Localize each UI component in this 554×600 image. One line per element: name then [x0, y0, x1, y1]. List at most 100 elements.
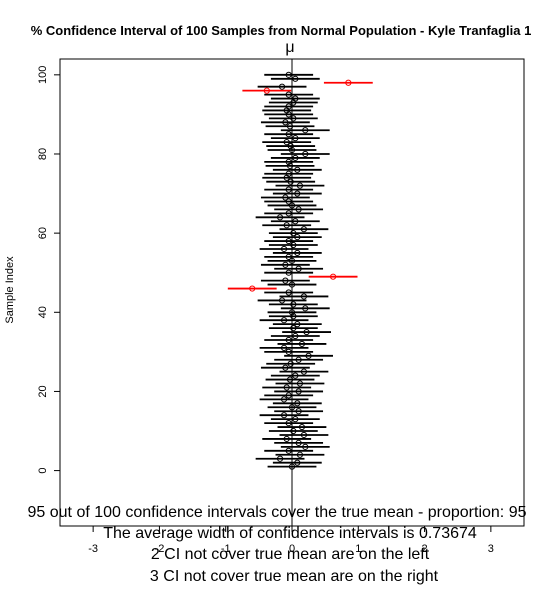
sample-mean-point-13: [292, 416, 299, 423]
sample-mean-point-20: [295, 388, 302, 395]
sample-mean-point-86: [302, 127, 309, 134]
sample-mean-point-18: [280, 396, 288, 403]
summary-line-2: The average width of confidence interval…: [103, 525, 477, 542]
sample-mean-point-39: [290, 313, 297, 320]
sample-mean-point-70: [294, 190, 301, 197]
sample-mean-point-54: [285, 253, 292, 260]
sample-mean-point-67: [288, 202, 296, 209]
y-axis: 0 20 40 60 80 100: [37, 66, 61, 474]
sample-mean-point-6: [302, 443, 309, 450]
sample-mean-point-96: [263, 87, 270, 94]
sample-mean-point-11: [298, 423, 306, 431]
sample-mean-point-12: [285, 420, 292, 427]
sample-mean-point-81: [288, 146, 296, 154]
sample-mean-point-58: [285, 237, 292, 245]
sample-mean-point-75: [285, 170, 292, 177]
x-tick-label--2: -2: [155, 543, 165, 555]
sample-mean-point-55: [294, 249, 301, 257]
sample-mean-point-87: [286, 123, 294, 130]
x-tick-label-2: 2: [422, 543, 428, 555]
sample-mean-point-72: [296, 182, 304, 189]
sample-mean-point-71: [285, 186, 292, 193]
summary-line-3: 2 CI not cover true mean are on the left: [151, 546, 430, 563]
sample-mean-point-97: [278, 83, 286, 90]
sample-mean-point-46: [249, 285, 256, 292]
sample-mean-point-57: [290, 241, 297, 249]
sample-mean-point-31: [280, 344, 288, 352]
sample-mean-point-19: [285, 392, 292, 399]
interval-marks: [227, 59, 373, 526]
sample-mean-point-3: [276, 455, 284, 462]
sample-mean-point-53: [288, 257, 296, 264]
sample-mean-point-83: [283, 139, 290, 146]
sample-mean-point-25: [300, 368, 308, 375]
sample-mean-point-17: [294, 400, 301, 407]
x-tick-label--1: -1: [221, 543, 231, 555]
sample-mean-point-26: [282, 364, 289, 371]
sample-mean-point-45: [285, 289, 292, 296]
sample-mean-point-48: [282, 277, 289, 284]
sample-mean-point-50: [285, 269, 292, 276]
sample-mean-point-42: [290, 301, 297, 308]
y-axis-label: Sample Index: [4, 256, 16, 324]
sample-mean-point-10: [290, 427, 297, 435]
sample-mean-point-24: [292, 372, 299, 379]
sample-mean-point-5: [285, 447, 292, 454]
sample-mean-point-27: [287, 360, 294, 367]
sample-mean-point-32: [298, 340, 306, 348]
sample-mean-point-61: [300, 226, 308, 233]
sample-mean-point-62: [283, 222, 290, 229]
sample-mean-point-89: [290, 115, 297, 122]
sample-mean-point-29: [305, 352, 312, 359]
sample-mean-point-33: [285, 336, 292, 344]
x-tick-label-1: 1: [355, 543, 361, 555]
sample-mean-point-63: [292, 218, 299, 225]
sample-mean-point-2: [294, 459, 301, 466]
sample-mean-point-8: [283, 435, 290, 443]
sample-mean-point-64: [276, 214, 284, 221]
sample-mean-point-47: [288, 281, 296, 288]
sample-mean-point-34: [292, 332, 299, 340]
mu-label: μ: [285, 39, 294, 56]
sample-mean-point-65: [285, 210, 292, 217]
sample-mean-point-85: [285, 131, 292, 138]
sample-mean-point-69: [282, 194, 289, 201]
sample-mean-point-38: [280, 317, 288, 324]
sample-mean-point-66: [295, 206, 302, 213]
x-tick-label-3: 3: [488, 543, 494, 555]
sample-mean-point-23: [286, 376, 294, 383]
sample-mean-point-1: [288, 463, 296, 470]
sample-mean-point-82: [287, 142, 294, 150]
sample-mean-point-76: [294, 166, 301, 173]
sample-mean-point-16: [288, 404, 296, 411]
sample-mean-point-30: [285, 348, 292, 355]
sample-mean-point-68: [285, 198, 292, 205]
sample-mean-point-7: [295, 439, 302, 446]
sample-mean-point-22: [296, 380, 304, 387]
sample-mean-point-84: [292, 135, 299, 142]
sample-mean-point-79: [292, 154, 299, 162]
sample-mean-point-43: [278, 297, 286, 304]
x-axis: -3 -2 -1 0 1 2 3: [88, 526, 494, 555]
sample-mean-point-36: [290, 325, 297, 332]
sample-mean-point-99: [292, 75, 299, 82]
sample-mean-point-59: [294, 233, 301, 241]
y-tick-label-60: 60: [37, 227, 49, 239]
sample-mean-point-77: [286, 162, 294, 169]
sample-mean-point-21: [283, 384, 290, 391]
sample-mean-point-4: [296, 451, 304, 458]
sample-mean-point-28: [295, 356, 302, 363]
y-tick-label-0: 0: [37, 468, 49, 474]
sample-mean-point-41: [302, 305, 309, 312]
sample-mean-point-35: [303, 328, 310, 336]
sample-mean-point-15: [295, 408, 302, 415]
sample-mean-point-88: [282, 119, 289, 126]
sample-mean-point-78: [285, 158, 292, 165]
sample-mean-point-44: [300, 293, 308, 300]
sample-mean-point-14: [280, 412, 288, 419]
sample-mean-point-37: [294, 321, 301, 328]
sample-mean-point-98: [345, 79, 352, 86]
sample-mean-point-60: [290, 230, 297, 237]
sample-mean-point-49: [329, 273, 337, 280]
sample-mean-point-52: [282, 261, 289, 268]
